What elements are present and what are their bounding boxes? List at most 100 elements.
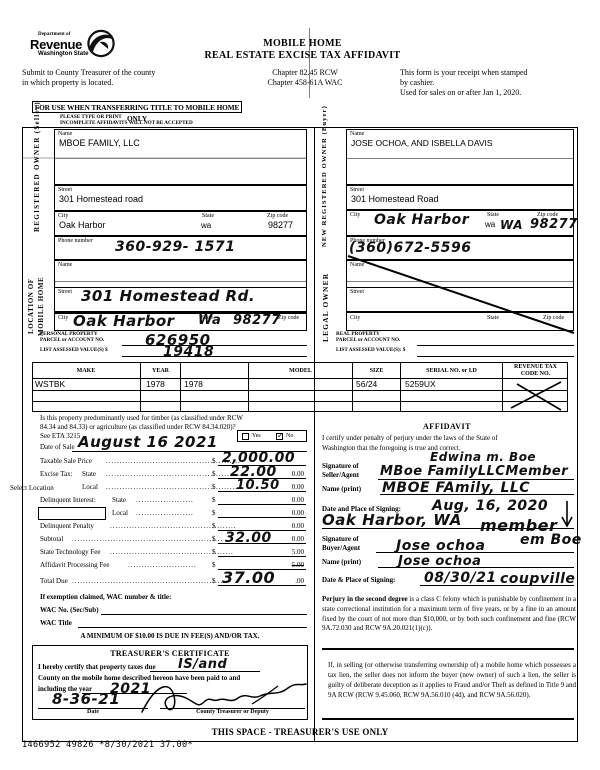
buyer-street-value: 301 Homestead Road <box>351 194 439 204</box>
row-dollar-2: $ <box>212 483 216 491</box>
down-arrow-annotation-icon <box>561 501 573 528</box>
location-city-box: City Oak Harbor State Wa Zip code 98277 <box>54 312 307 331</box>
member-note-hand-2: em Boe <box>520 532 582 548</box>
row-hand-1[interactable]: 22.00 <box>230 464 277 480</box>
row-rule-6 <box>218 543 306 544</box>
seller-signature-hand[interactable]: MBoe FamilyLLCMember <box>380 464 569 479</box>
personal-property-label-2: PARCEL or ACCOUNT NO. <box>40 337 105 343</box>
real-assessed-rule <box>417 356 574 357</box>
buyer-date-place-label: Date & Place of Signing: <box>322 576 396 584</box>
table-row-model: 1978 <box>184 379 203 389</box>
row-rule-1 <box>218 478 306 479</box>
buyer-signature-label-2: Buyer/Agent <box>322 544 361 552</box>
timber-no-checkbox[interactable] <box>276 431 284 440</box>
treasurer-signature-rule <box>160 708 305 709</box>
location-city-label: City <box>58 315 69 321</box>
buyer-name-label: Name <box>350 131 365 137</box>
buyer-name-print-hand[interactable]: Jose ochoa <box>398 554 482 569</box>
revenue-code-strikeout-mark <box>510 381 562 411</box>
perjury-divider <box>322 648 574 650</box>
buyer-signature-hand[interactable]: Jose ochoa <box>396 538 486 554</box>
row-hand-0[interactable]: 2,000.00 <box>222 450 296 466</box>
row-hand-6[interactable]: 32.00 <box>225 530 272 546</box>
buyer-street-label: Street <box>350 187 364 193</box>
legal-owner-name-rule <box>346 281 574 282</box>
affidavit-certify-line2: Washington that the foregoing is true an… <box>322 444 461 452</box>
location-code-input[interactable] <box>38 507 106 520</box>
treasurer-taxes-hand[interactable]: IS/and <box>178 657 228 672</box>
buyer-name-box: Name JOSE OCHOA, AND ISBELLA DAVIS <box>346 129 574 185</box>
col-header-serial: SERIAL NO. or I.D <box>426 368 477 374</box>
form-title-line2: REAL ESTATE EXCISE TAX AFFIDAVIT <box>204 50 401 61</box>
location-city-value: Oak Harbor <box>73 312 175 330</box>
timber-question-line1: Is this property predominantly used for … <box>40 414 243 422</box>
col-header-revenue-tax-2: CODE NO. <box>520 371 551 377</box>
seller-name-print-label: Name (print) <box>322 485 362 493</box>
receipt-note-line1: This form is your receipt when stamped <box>400 68 528 77</box>
form-body-outer <box>22 127 578 742</box>
row-dots-8: ......................... <box>128 561 197 569</box>
row-dollar-4: $ <box>212 509 216 517</box>
form-title-line1: MOBILE HOME <box>263 38 342 49</box>
row-rule-5 <box>218 530 306 531</box>
row-value-9: .00 <box>270 577 304 587</box>
seller-phone-box: Phone number 360-929- 1571 <box>54 236 307 260</box>
seller-signature-label-2: Seller/Agent <box>322 471 359 479</box>
treasurer-year-hand[interactable]: 2021 <box>110 681 151 697</box>
buyer-place-hand[interactable]: coupville <box>500 571 576 587</box>
timber-yes-checkbox[interactable] <box>242 433 249 440</box>
location-side-label-2: MOBILE HOME <box>37 276 45 336</box>
treasurer-date-label: Date <box>87 709 99 715</box>
wac-no-rule[interactable] <box>101 614 307 615</box>
table-col-serial <box>502 362 503 412</box>
buyer-state-label: State <box>487 212 499 218</box>
buyer-state-hand: WA <box>500 218 524 232</box>
timber-question-line2: 84.34 and 84.33) or agriculture (as clas… <box>40 423 236 431</box>
receipt-note-line3: Used for sales on or after Jan 1, 2020. <box>400 88 522 97</box>
row-hand-9[interactable]: 37.00 <box>222 568 276 587</box>
wac-no-label: WAC No. (Sec/Sub) <box>40 606 99 614</box>
buyer-date-hand[interactable]: 08/30/21 <box>424 570 497 586</box>
seller-place-hand[interactable]: Oak Harbor, WA <box>322 511 462 529</box>
treasurer-date-hand[interactable]: 8-36-21 <box>52 690 121 708</box>
date-of-sale-value[interactable]: August 16 2021 <box>78 433 218 451</box>
treasurer-date-rule <box>38 708 148 709</box>
location-street-value: 301 Homestead Rd. <box>81 287 256 305</box>
scan-artifact-1 <box>22 157 307 159</box>
seller-city-box: City Oak Harbor State wa Zip code 98277 <box>54 211 307 236</box>
seller-street-value: 301 Homestead road <box>59 194 144 204</box>
select-location-label: Select Location <box>10 484 54 492</box>
row-rule-9 <box>218 585 306 586</box>
wac-title-rule[interactable] <box>78 627 307 628</box>
seller-street-box: Street 301 Homestead road <box>54 185 307 211</box>
row-hand-2[interactable]: 10.50 <box>236 478 280 493</box>
seller-side-label: REGISTERED OWNER (Seller) <box>33 101 41 232</box>
seller-state-label: State <box>202 213 214 219</box>
seller-date-hand[interactable]: Aug, 16, 2020 <box>432 498 549 514</box>
seller-name-print-hand[interactable]: MBOE FAmily, LLC <box>382 480 531 496</box>
table-row2-rule <box>32 401 568 402</box>
buyer-signature-label-1: Signature of <box>322 535 359 543</box>
perjury-paragraph: Perjury in the second degree is a class … <box>322 595 576 634</box>
seller-signature-rule <box>378 479 574 480</box>
row-rule-2 <box>218 491 306 492</box>
seller-city-label: City <box>58 213 69 219</box>
assessed-value-label: LIST ASSESSED VALUE(S) $ <box>40 347 108 353</box>
buyer-city-label: City <box>350 212 361 218</box>
table-row-year: 1978 <box>146 379 165 389</box>
buyer-city-box: City Oak Harbor State wa WA Zip code 982… <box>346 210 577 236</box>
personal-parcel-value: 626950 <box>145 331 211 349</box>
row-value-2: 0.00 <box>291 483 304 491</box>
row-value-5: 0.00 <box>291 522 304 530</box>
treasurer-line3: including the year <box>38 685 93 693</box>
seller-name-label: Name <box>58 131 73 137</box>
column-divider <box>314 127 315 742</box>
row-label-subtotal: Subtotal <box>40 535 64 543</box>
row-dollar-0: $ <box>212 457 216 465</box>
real-parcel-rule <box>417 345 574 346</box>
location-state-label: State <box>201 315 213 321</box>
row-dollar-6: $ <box>212 535 216 543</box>
row-dollar-1: $ <box>212 470 216 478</box>
buyer-state-value: wa <box>485 220 496 229</box>
timber-no-label: No <box>286 433 294 439</box>
